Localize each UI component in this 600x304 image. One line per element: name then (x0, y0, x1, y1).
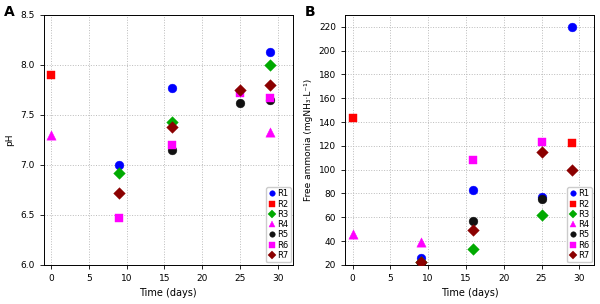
Point (469, 158, 478, 163)
Point (266, 50, 275, 54)
Point (469, 228, 478, 233)
Point (115, 216, 124, 220)
Point (416, 240, 425, 245)
Point (115, 171, 124, 175)
Point (167, 119, 177, 124)
Legend: R1, R2, R3, R4, R5, R6, R7: R1, R2, R3, R4, R5, R6, R7 (266, 187, 290, 262)
Point (416, 255, 425, 260)
Point (416, 260, 425, 265)
Point (567, 24, 577, 29)
Point (266, 63, 275, 67)
Point (167, 85, 177, 90)
Point (235, 91, 245, 95)
Point (167, 143, 177, 147)
Point (469, 188, 478, 192)
Point (167, 147, 177, 152)
Point (567, 141, 577, 146)
Point (567, 231, 577, 236)
Text: B: B (305, 5, 316, 19)
Point (235, 88, 245, 92)
Point (537, 197, 547, 202)
Point (567, 167, 577, 172)
Legend: R1, R2, R3, R4, R5, R6, R7: R1, R2, R3, R4, R5, R6, R7 (568, 187, 592, 262)
Point (46, 133, 56, 137)
Point (266, 98, 275, 102)
X-axis label: Time (days): Time (days) (139, 288, 197, 299)
Point (235, 100, 245, 105)
Y-axis label: pH: pH (5, 134, 14, 146)
Point (167, 124, 177, 129)
Y-axis label: Free ammonia (mgNH₃·L⁻¹): Free ammonia (mgNH₃·L⁻¹) (304, 79, 313, 201)
Point (469, 218, 478, 223)
Point (115, 190, 124, 195)
Point (537, 212, 547, 217)
Point (115, 162, 124, 167)
Point (537, 149, 547, 154)
Text: A: A (4, 5, 14, 19)
Point (416, 260, 425, 265)
Point (567, 231, 577, 236)
Point (348, 231, 358, 236)
X-axis label: Time (days): Time (days) (441, 288, 499, 299)
Point (416, 261, 425, 266)
Point (266, 130, 275, 134)
Point (46, 72, 56, 77)
Point (266, 95, 275, 100)
Point (348, 116, 358, 121)
Point (469, 247, 478, 252)
Point (266, 82, 275, 87)
Point (537, 195, 547, 199)
Point (537, 140, 547, 145)
